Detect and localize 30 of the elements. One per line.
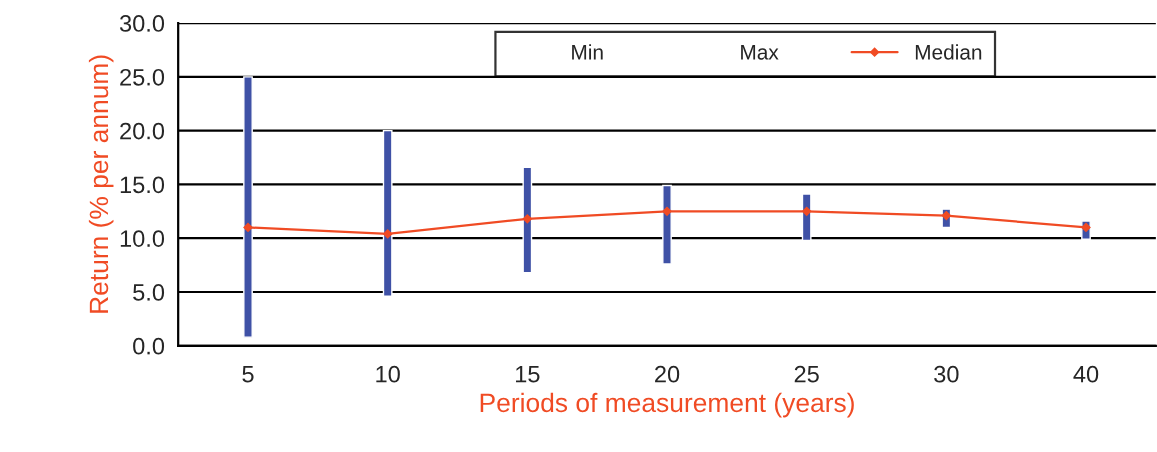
bar [382,129,393,297]
x-tick-label: 40 [1073,365,1099,383]
y-axis-title: Return (% per annum) [88,55,114,313]
point [522,214,532,224]
point [383,229,393,239]
point [243,222,253,233]
bar [522,166,533,274]
bar [662,184,672,265]
x-axis-title: Periods of measurement (years) [480,392,854,418]
point [802,206,812,216]
y-tick-label: 0.0 [133,337,165,355]
x-tick-label: 5 [242,366,254,383]
y-tick-label: 10.0 [120,230,165,247]
bar [243,76,253,338]
x-tick-label: 15 [516,366,540,383]
x-tick-label: 30 [934,365,959,383]
legend-label: Median [915,44,982,60]
annotation: Max [741,45,779,60]
point [941,210,951,221]
y-tick-label: 30.0 [119,15,165,32]
annotation: Min [572,44,603,60]
y-tick-label: 25.0 [120,68,165,86]
y-tick-label: 5.0 [133,284,165,301]
point [662,206,672,216]
x-tick-label: 10 [376,365,400,383]
point [1081,222,1091,233]
x-tick-label: 20 [655,365,680,383]
y-tick-label: 15.0 [120,176,165,194]
x-tick-label: 25 [794,365,819,383]
y-tick-label: 20.0 [120,122,165,140]
